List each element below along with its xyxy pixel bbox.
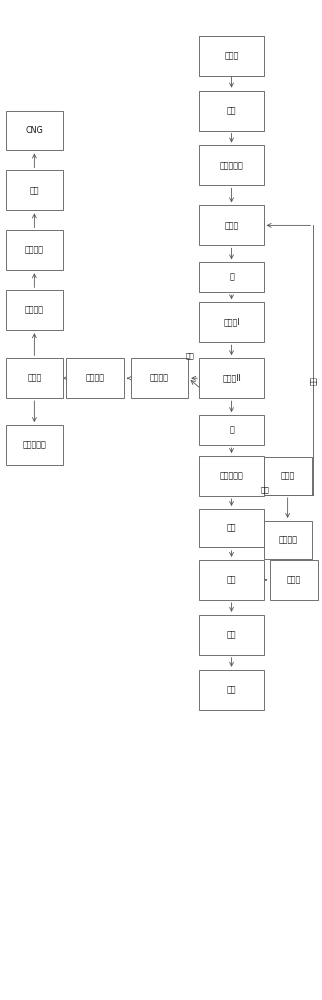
FancyBboxPatch shape — [199, 145, 264, 185]
Text: 蒸汽: 蒸汽 — [227, 630, 236, 639]
FancyBboxPatch shape — [66, 358, 124, 398]
FancyBboxPatch shape — [5, 170, 63, 210]
Text: 储气柜: 储气柜 — [27, 374, 42, 383]
FancyBboxPatch shape — [270, 560, 318, 600]
FancyBboxPatch shape — [5, 290, 63, 330]
Text: 锅炉: 锅炉 — [227, 575, 236, 584]
Text: 泵: 泵 — [229, 273, 234, 282]
FancyBboxPatch shape — [199, 205, 264, 245]
FancyBboxPatch shape — [199, 615, 264, 655]
Text: 汼液: 汼液 — [261, 487, 270, 493]
Text: 冷干脱水: 冷干脱水 — [150, 374, 169, 383]
Text: 脱碳提纯: 脱碳提纯 — [25, 246, 44, 255]
Text: 有机肥: 有机肥 — [287, 575, 301, 584]
FancyBboxPatch shape — [199, 358, 264, 398]
Text: 沼液池: 沼液池 — [280, 472, 295, 481]
FancyBboxPatch shape — [199, 456, 264, 496]
FancyBboxPatch shape — [199, 670, 264, 710]
FancyBboxPatch shape — [199, 415, 264, 445]
FancyBboxPatch shape — [5, 111, 63, 150]
Text: 泵: 泵 — [229, 426, 234, 435]
Text: CNG: CNG — [25, 126, 43, 135]
Text: 干式脱硫: 干式脱硫 — [86, 374, 105, 383]
Text: 调浆池: 调浆池 — [224, 221, 239, 230]
Text: 消化罐II: 消化罐II — [222, 374, 241, 383]
Text: 污水处理: 污水处理 — [278, 535, 297, 544]
Text: 螺旋输送机: 螺旋输送机 — [220, 161, 243, 170]
FancyBboxPatch shape — [5, 230, 63, 270]
FancyBboxPatch shape — [5, 425, 63, 465]
FancyBboxPatch shape — [199, 302, 264, 342]
FancyBboxPatch shape — [199, 262, 264, 292]
Text: 压缩: 压缩 — [30, 186, 39, 195]
FancyBboxPatch shape — [199, 509, 264, 547]
Text: 料仓: 料仓 — [227, 106, 236, 115]
Text: 发电: 发电 — [227, 685, 236, 694]
Text: 橡膜压滤机: 橡膜压滤机 — [220, 472, 243, 481]
Text: 白酒糟: 白酒糟 — [224, 51, 239, 60]
FancyBboxPatch shape — [199, 36, 264, 76]
Text: 多联供系统: 多联供系统 — [23, 441, 46, 450]
Text: 沼气压缩: 沼气压缩 — [25, 306, 44, 315]
Text: 消化罐I: 消化罐I — [223, 318, 240, 327]
FancyBboxPatch shape — [130, 358, 188, 398]
FancyBboxPatch shape — [264, 521, 312, 559]
Text: 汼气: 汼气 — [185, 352, 194, 359]
FancyBboxPatch shape — [5, 358, 63, 398]
FancyBboxPatch shape — [199, 91, 264, 131]
Text: 沼渣: 沼渣 — [227, 523, 236, 532]
FancyBboxPatch shape — [199, 560, 264, 600]
Text: 回流: 回流 — [310, 376, 317, 385]
FancyBboxPatch shape — [264, 457, 312, 495]
